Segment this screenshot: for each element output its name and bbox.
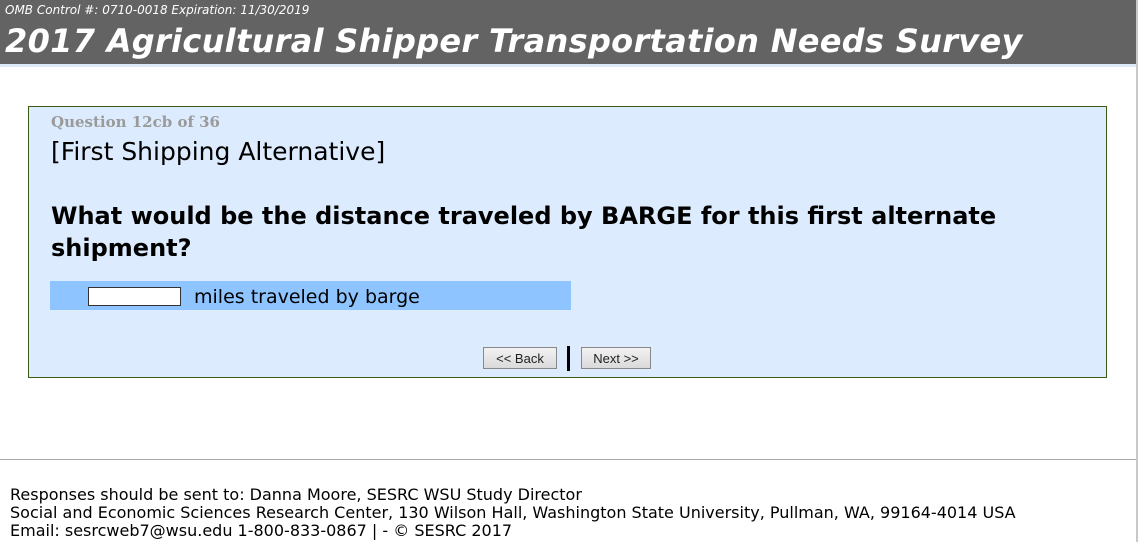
next-button[interactable]: Next >>	[581, 347, 651, 369]
survey-header: OMB Control #: 0710-0018 Expiration: 11/…	[0, 0, 1136, 67]
miles-input-label: miles traveled by barge	[194, 286, 420, 308]
footer: Responses should be sent to: Danna Moore…	[10, 486, 1016, 540]
nav-divider	[567, 346, 570, 371]
question-text: What would be the distance traveled by B…	[51, 202, 997, 262]
window-edge	[1136, 0, 1138, 542]
footer-email: Email: sesrcweb7@wsu.edu 1-800-833-0867 …	[10, 521, 513, 540]
omb-control-text: OMB Control #: 0710-0018 Expiration: 11/…	[5, 3, 310, 17]
question-subtitle: [First Shipping Alternative]	[51, 137, 386, 166]
answer-row: miles traveled by barge	[50, 281, 571, 310]
back-button[interactable]: << Back	[483, 347, 557, 369]
miles-input[interactable]	[88, 287, 181, 306]
footer-contact: Responses should be sent to: Danna Moore…	[10, 485, 582, 504]
footer-divider	[0, 459, 1136, 460]
question-number: Question 12cb of 36	[51, 113, 220, 131]
survey-title: 2017 Agricultural Shipper Transportation…	[5, 22, 1023, 60]
question-panel: Question 12cb of 36 [First Shipping Alte…	[28, 106, 1107, 378]
footer-address: Social and Economic Sciences Research Ce…	[10, 503, 1016, 522]
